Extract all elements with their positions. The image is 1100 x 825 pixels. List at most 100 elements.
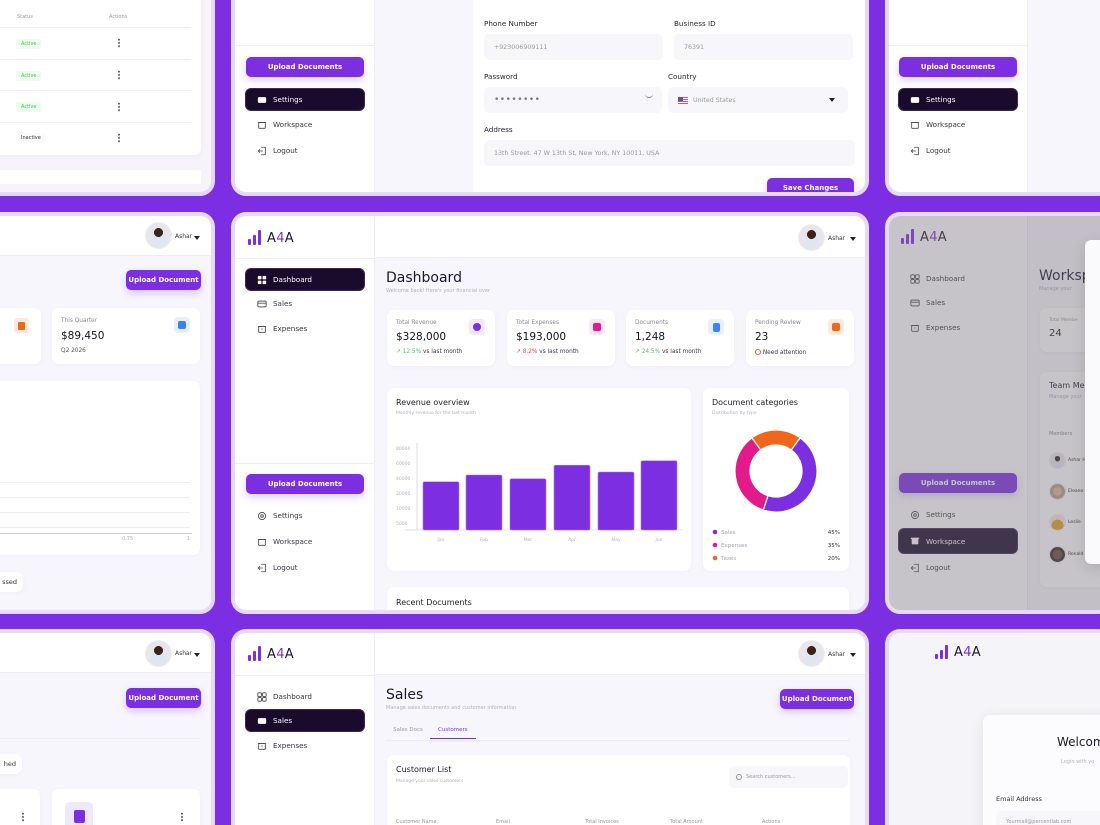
upload-documents-button[interactable]: Upload Documents xyxy=(899,473,1017,493)
document-icon xyxy=(14,318,29,333)
upload-documents-button[interactable]: Upload Documents xyxy=(246,57,364,77)
stat-card-this-quarter: This Quarter $89,450 Q2 2026 xyxy=(52,308,200,364)
page-subtitle: Manage sales documents and customer info… xyxy=(386,705,517,711)
sidebar-item-workspace[interactable]: Workspace xyxy=(246,531,364,552)
filter-pill[interactable]: hed xyxy=(0,754,22,774)
sidebar-item-dashboard[interactable]: Dashboard xyxy=(246,686,364,707)
sidebar: A4A Dashboard Sales Expenses xyxy=(235,633,375,825)
stat-delta: ↗ 24.5% vs last month xyxy=(635,349,702,355)
avatar[interactable] xyxy=(798,640,825,667)
tab-customers[interactable]: Customers xyxy=(430,727,476,739)
workspace-panel: A4A Dashboard Sales Expenses Upload Docu… xyxy=(889,216,1100,610)
avatar[interactable] xyxy=(145,640,172,667)
chevron-down-icon xyxy=(829,98,835,102)
top-bar: Ashar xyxy=(0,216,211,256)
y-tick-label: 10000 xyxy=(396,506,410,512)
chevron-down-icon[interactable] xyxy=(850,237,856,241)
brand-name: A4A xyxy=(920,230,947,245)
workspace-icon xyxy=(910,121,920,129)
stat-value: $193,000 xyxy=(516,331,567,343)
sidebar-item-label: Workspace xyxy=(926,120,966,129)
more-actions-icon[interactable] xyxy=(118,38,120,48)
expenses-icon xyxy=(257,325,267,333)
sidebar-item-label: Settings xyxy=(273,511,303,520)
brand-logo: A4A xyxy=(901,229,947,244)
modal-backdrop[interactable] xyxy=(889,216,1100,610)
y-tick-label: 80000 xyxy=(396,446,410,452)
more-actions-icon[interactable] xyxy=(118,70,120,80)
stat-label: Total Expenses xyxy=(516,320,560,326)
dashboard-panel: A4A Dashboard Sales Expenses Upload Docu… xyxy=(235,216,865,610)
more-actions-icon[interactable] xyxy=(22,812,24,822)
tab-sales-docs[interactable]: Sales Docs xyxy=(393,727,423,733)
sidebar-item-logout[interactable]: Logout xyxy=(899,557,1017,578)
more-actions-icon[interactable] xyxy=(181,812,183,822)
more-actions-icon[interactable] xyxy=(118,102,120,112)
sidebar-item-expenses[interactable]: Expenses xyxy=(246,735,364,756)
sidebar-item-label: Logout xyxy=(926,146,951,155)
business-id-label: Business ID xyxy=(674,19,716,28)
save-changes-button[interactable]: Save Changes xyxy=(767,178,854,192)
search-placeholder: Search customers... xyxy=(746,774,796,780)
bar-jan xyxy=(422,481,460,531)
grid-icon xyxy=(257,691,267,702)
sidebar-item-label: Settings xyxy=(926,95,956,104)
filter-pill[interactable]: ssed xyxy=(0,572,23,592)
stat-card-total-revenue: Total Revenue $328,000 ↗ 12.5% vs last m… xyxy=(387,310,495,366)
logo-bars-icon xyxy=(248,646,261,661)
sidebar-item-dashboard[interactable]: Dashboard xyxy=(899,268,1017,289)
sidebar-item-workspace[interactable]: Workspace xyxy=(246,114,364,135)
sidebar-item-expenses[interactable]: Expenses xyxy=(899,317,1017,338)
sidebar-item-logout[interactable]: Logout xyxy=(246,557,364,578)
email-input[interactable]: Yourmail@percentlab.com xyxy=(996,811,1100,825)
upload-document-button[interactable]: Upload Document xyxy=(780,689,854,709)
sidebar-item-label: Logout xyxy=(273,563,298,572)
password-label: Password xyxy=(484,72,518,81)
address-input[interactable]: 13th Street. 47 W 13th St, New York, NY … xyxy=(484,140,855,166)
sidebar-item-settings[interactable]: Settings xyxy=(899,89,1017,110)
chevron-down-icon[interactable] xyxy=(850,653,856,657)
search-input[interactable]: Search customers... xyxy=(729,766,848,788)
sidebar-item-workspace[interactable]: Workspace xyxy=(899,529,1017,553)
slice-taxes xyxy=(751,429,801,451)
sidebar-item-settings[interactable]: Settings xyxy=(246,89,364,110)
sidebar-item-sales[interactable]: Sales xyxy=(899,292,1017,313)
upload-document-button[interactable]: Upload Document xyxy=(126,270,201,290)
legend-dot xyxy=(712,529,718,535)
avatar[interactable] xyxy=(798,224,825,251)
sidebar-item-workspace[interactable]: Workspace xyxy=(899,114,1017,135)
upload-documents-button[interactable]: Upload Documents xyxy=(899,57,1017,77)
country-value: United States xyxy=(693,96,736,104)
sidebar-item-settings[interactable]: Settings xyxy=(899,504,1017,525)
phone-input[interactable]: +923006909111 xyxy=(484,34,663,60)
upload-document-button[interactable]: Upload Document xyxy=(126,688,201,708)
team-panel: Status Actions Active Active Active Inac… xyxy=(0,0,211,192)
chevron-down-icon[interactable] xyxy=(194,653,200,657)
stat-label: Documents xyxy=(635,320,669,326)
bar-jun xyxy=(640,460,678,531)
sidebar-item-sales[interactable]: Sales xyxy=(246,293,364,314)
show-password-icon[interactable] xyxy=(645,93,653,98)
phone-label: Phone Number xyxy=(484,19,538,28)
business-id-input[interactable]: 76391 xyxy=(674,34,853,60)
card-subtitle: Manage your sales customers xyxy=(396,779,464,784)
sidebar-item-settings[interactable]: Settings xyxy=(246,505,364,526)
sidebar-item-sales[interactable]: Sales xyxy=(246,710,364,731)
document-card xyxy=(52,789,200,825)
stat-value: 23 xyxy=(755,331,769,343)
chevron-down-icon[interactable] xyxy=(194,236,200,240)
avatar[interactable] xyxy=(145,222,172,249)
member-row: Ronald xyxy=(1049,546,1083,563)
sidebar-item-expenses[interactable]: Expenses xyxy=(246,318,364,339)
sidebar-item-logout[interactable]: Logout xyxy=(246,140,364,161)
bar-may xyxy=(597,471,635,531)
sidebar: A4A Dashboard Sales Expenses Upload Docu… xyxy=(235,216,375,610)
sidebar-item-dashboard[interactable]: Dashboard xyxy=(246,269,364,290)
more-actions-icon[interactable] xyxy=(118,133,120,143)
sidebar-item-logout[interactable]: Logout xyxy=(899,140,1017,161)
country-select[interactable]: United States xyxy=(668,87,848,113)
col-email: Email xyxy=(496,819,510,825)
email-label: Email Address xyxy=(996,795,1042,803)
upload-documents-button[interactable]: Upload Documents xyxy=(246,474,364,494)
password-input[interactable]: •••••••• xyxy=(484,87,662,113)
